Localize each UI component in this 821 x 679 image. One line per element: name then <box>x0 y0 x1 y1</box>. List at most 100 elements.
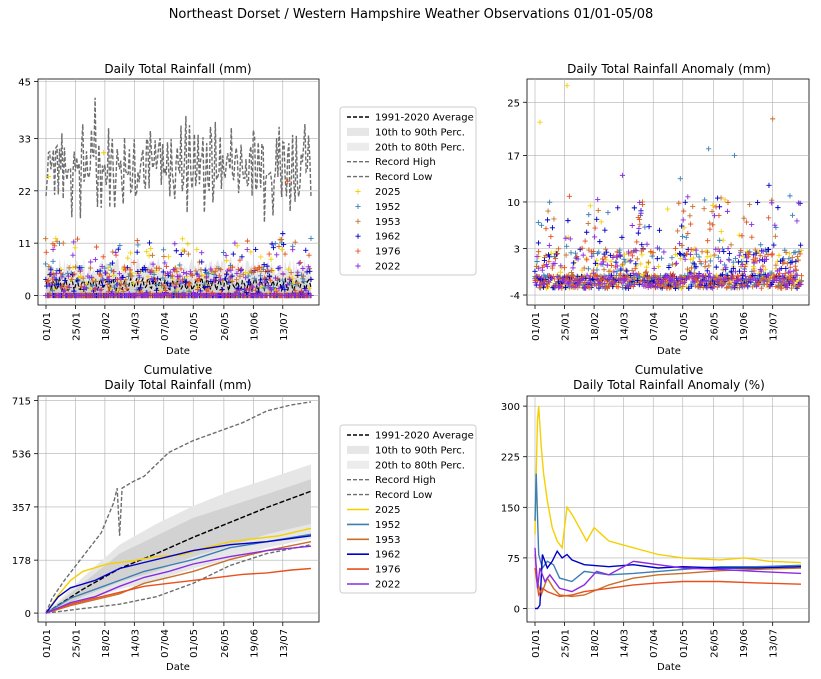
anom-point-1952-207 <box>787 193 793 199</box>
rain-point-1953-161 <box>240 271 246 277</box>
anom-point-1952-133 <box>696 254 702 260</box>
anom-point-1976-147 <box>713 204 719 210</box>
anom-point-1976-124 <box>685 230 691 237</box>
rain-point-2022-87 <box>150 261 156 267</box>
rain-point-1976-74 <box>134 237 140 244</box>
anom-point-1976-142 <box>707 226 713 232</box>
anom-point-1953-138 <box>702 264 708 270</box>
anom-point-1953-116 <box>675 228 681 234</box>
rain-point-1976-117 <box>186 280 192 286</box>
anom-point-1962-76 <box>625 285 631 291</box>
anom-point-2022-45 <box>587 280 594 286</box>
rain-point-1976-182 <box>266 251 272 257</box>
anom-point-2022-33 <box>573 284 579 290</box>
rain-point-2022-187 <box>272 275 279 281</box>
cum-xtick-label-7: 19/06 <box>249 629 260 658</box>
anom-point-1962-169 <box>740 272 746 279</box>
rain-xtick-label-8: 13/07 <box>279 312 290 341</box>
anom-point-1953-209 <box>789 254 795 261</box>
rain-point-1962-171 <box>253 246 259 253</box>
anom-point-1952-138 <box>702 197 708 203</box>
anom-point-2022-205 <box>784 284 790 290</box>
anom-point-1953-71 <box>619 261 626 267</box>
rain-point-1962-193 <box>280 283 286 289</box>
rain-point-1976-203 <box>292 288 298 294</box>
anom-point-2022-122 <box>682 256 688 262</box>
anom-point-1976-194 <box>771 272 777 278</box>
rain-xtick-label-5: 01/05 <box>189 312 200 341</box>
anom-point-2022-80 <box>631 270 637 277</box>
anom-point-2022-211 <box>792 276 798 282</box>
anom-point-1952-211 <box>792 249 798 255</box>
anom-point-1952-103 <box>658 255 665 261</box>
rain-point-1962-134 <box>208 278 214 284</box>
rain-ytick-label-4: 45 <box>18 77 31 88</box>
rain-point-2025-175 <box>258 254 264 260</box>
anom-point-2022-162 <box>731 279 737 285</box>
rain-point-1976-164 <box>244 238 251 244</box>
anom-point-2025-45 <box>587 203 593 209</box>
legend-bot-items-label-7: 1953 <box>375 535 400 546</box>
rain-ytick-label-0: 0 <box>25 291 31 302</box>
anom-point-1962-70 <box>618 266 624 272</box>
anom-point-1976-24 <box>561 265 568 271</box>
anom-point-2025-86 <box>638 261 644 267</box>
rain-point-1962-74 <box>134 249 140 255</box>
anom-point-1952-120 <box>679 233 686 240</box>
anom-point-2022-96 <box>651 274 657 280</box>
anom-point-2022-18 <box>554 273 560 280</box>
rain-point-1962-182 <box>267 273 273 280</box>
rain-point-1953-116 <box>185 251 192 257</box>
rain-point-1976-105 <box>171 267 177 273</box>
anom-point-1976-69 <box>617 271 623 277</box>
anom-point-2025-129 <box>690 255 697 261</box>
rain-point-2022-154 <box>232 240 238 246</box>
anom-ytick-label-4: 25 <box>507 98 520 109</box>
rain-point-1953-9 <box>54 238 60 244</box>
anom-point-1976-3 <box>535 249 542 255</box>
anomaly-panel: Daily Total Rainfall Anomaly (mm) -4 3 10 1… <box>507 62 810 357</box>
rain-point-2022-164 <box>244 246 250 253</box>
anom-point-2022-146 <box>711 213 718 219</box>
anom-point-2022-8 <box>541 281 548 288</box>
rain-point-1976-90 <box>153 265 160 271</box>
anom-point-1962-181 <box>755 199 761 206</box>
anom-point-2022-41 <box>583 285 589 291</box>
anom-point-1976-185 <box>760 263 766 269</box>
rain-point-2022-18 <box>65 273 72 279</box>
rain-point-2022-193 <box>280 271 286 277</box>
anom-point-1962-14 <box>549 225 556 231</box>
anom-point-1953-25 <box>563 252 569 258</box>
anom-point-1952-209 <box>789 212 796 218</box>
anom-point-1962-67 <box>615 205 621 211</box>
anom-point-2025-198 <box>776 252 782 258</box>
rain-point-2022-191 <box>277 265 283 271</box>
rain-point-1953-96 <box>161 253 167 260</box>
anom-point-2022-161 <box>730 284 736 290</box>
rain-point-1952-48 <box>102 265 108 271</box>
legend-bot-items-label-3: Record High <box>375 475 436 486</box>
anom-point-2022-42 <box>584 272 590 278</box>
anom-point-1952-44 <box>586 212 592 218</box>
cumanom-xtick-label-2: 18/02 <box>590 629 601 658</box>
rain-record-high-line <box>45 97 312 223</box>
rain-point-1976-89 <box>152 277 159 283</box>
rain-point-2022-12 <box>58 292 64 299</box>
rain-point-1962-213 <box>304 269 310 275</box>
rain-ytick-label-3: 33 <box>18 134 31 145</box>
rain-point-2022-157 <box>235 292 241 299</box>
anom-point-1953-43 <box>585 220 591 227</box>
cum-xtick-label-0: 01/01 <box>42 629 53 658</box>
rain-point-1976-104 <box>171 281 177 287</box>
anom-point-1953-67 <box>614 254 621 260</box>
anom-point-1976-11 <box>546 259 552 265</box>
rain-point-2022-206 <box>296 260 302 266</box>
anom-point-2025-166 <box>736 232 742 238</box>
legend-top-items-label-1: 10th to 90th Perc. <box>375 127 465 138</box>
anom-point-1976-30 <box>569 273 575 279</box>
anom-point-1953-150 <box>717 273 723 279</box>
cumanom-line-1976 <box>534 567 802 598</box>
anom-point-2022-151 <box>718 258 724 264</box>
rain-point-2022-49 <box>103 270 109 276</box>
rain-point-1962-15 <box>62 277 68 284</box>
